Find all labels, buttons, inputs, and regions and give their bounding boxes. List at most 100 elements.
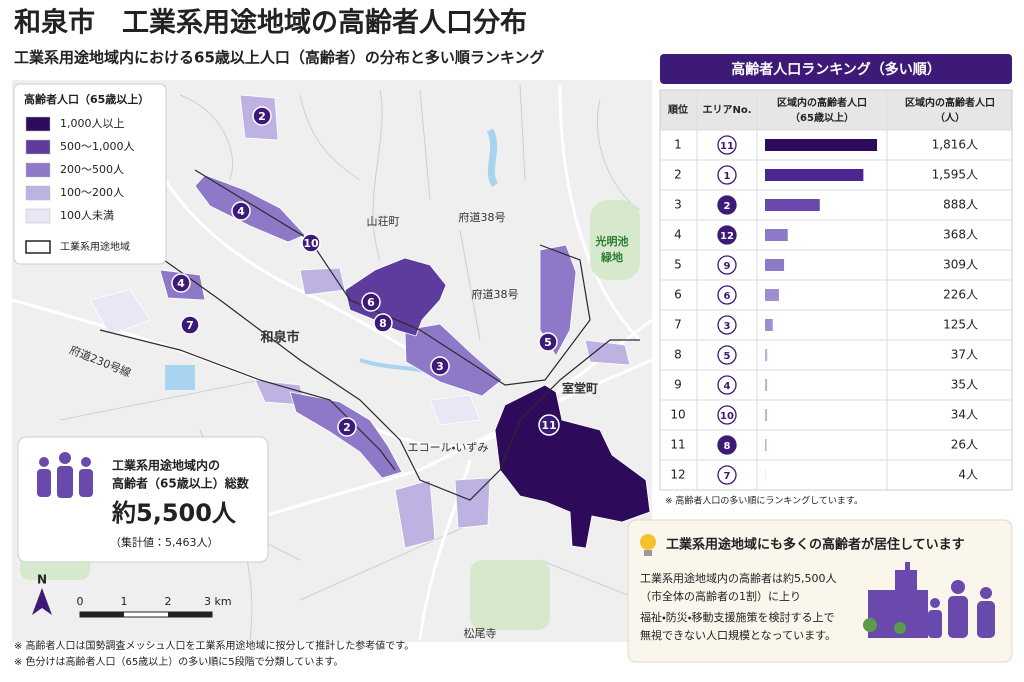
- summary-box: 工業系用途地域内の 高齢者（65歳以上）総数 約5,500人 （集計値：5,46…: [17, 436, 269, 563]
- place-label: 府道38号: [472, 287, 519, 301]
- area-marker: 4: [171, 273, 191, 293]
- ranking-note: ※ 高齢者人口の多い順にランキングしています。: [665, 495, 863, 507]
- area-shape: [494, 384, 651, 549]
- callout-line: 工業系用途地域内の高齢者は約5,500人: [640, 571, 837, 585]
- area-badge: [717, 195, 737, 215]
- area-shape: [89, 289, 151, 336]
- place-label: エコール・いずみ: [408, 441, 489, 454]
- area-badge: [717, 345, 737, 365]
- area-marker: 11: [538, 414, 560, 436]
- column-header: 区域内の高齢者人口: [777, 96, 867, 109]
- legend-label: 100人未満: [60, 209, 114, 222]
- callout-title: 工業系用途地域にも多くの高齢者が居住しています: [666, 537, 965, 553]
- column-header: （65歳以上）: [790, 111, 854, 124]
- area-shape: [584, 339, 631, 366]
- scale-bar: [79, 611, 213, 618]
- value-label: 35人: [951, 378, 978, 392]
- column-header: （人）: [935, 111, 965, 124]
- bar: [765, 349, 768, 361]
- footnote: ※ 高齢者人口は国勢調査メッシュ人口を工業系用途地域に按分して推計した参考値です…: [14, 639, 414, 652]
- marker-label: 2: [258, 110, 266, 123]
- value-label: 4人: [958, 468, 978, 482]
- marker-label: 4: [237, 205, 245, 218]
- legend-swatch: [25, 185, 51, 201]
- bar: [765, 409, 768, 421]
- area-shape: [394, 479, 436, 549]
- area-marker: 2: [337, 417, 357, 437]
- area-shape: [454, 477, 491, 529]
- column-header: 順位: [667, 103, 688, 116]
- bar: [765, 379, 768, 391]
- scale-label: 1: [121, 595, 128, 608]
- legend-label: 500〜1,000人: [60, 140, 135, 153]
- area-number: 2: [724, 201, 731, 212]
- place-label: 緑地: [600, 250, 623, 264]
- summary-line: 高齢者（65歳以上）総数: [112, 476, 250, 491]
- area-number: 10: [720, 411, 734, 422]
- north-arrow: [32, 588, 52, 615]
- value-label: 888人: [943, 198, 978, 212]
- bar: [765, 289, 779, 301]
- place-label: 和泉市: [260, 330, 299, 346]
- legend-swatch: [25, 116, 51, 132]
- place-label: 府道38号: [459, 210, 506, 224]
- scale-label: 0: [77, 595, 84, 608]
- value-label: 1,816人: [932, 138, 978, 152]
- place-label: 室堂町: [562, 381, 598, 396]
- area-marker: 7: [180, 315, 200, 335]
- area-number: 5: [724, 351, 731, 362]
- value-label: 1,595人: [932, 168, 978, 182]
- rank: 7: [674, 318, 682, 332]
- value-label: 368人: [943, 228, 978, 242]
- title: 和泉市 工業系用途地域の高齢者人口分布: [14, 7, 527, 39]
- area-shape: [539, 244, 577, 357]
- legend: 高齢者人口（65歳以上） 工業系用途地域 1,000人以上 500〜1,000人 2…: [13, 83, 167, 265]
- callout-line: 無視できない人口規模となっています。: [640, 628, 836, 642]
- area-number: 3: [724, 321, 731, 332]
- area-number: 8: [724, 441, 731, 452]
- callout-line: （市全体の高齢者の1割）に上り: [640, 589, 801, 603]
- legend-swatch: [25, 208, 51, 224]
- area-marker: 8: [373, 313, 393, 333]
- area-badge: [717, 255, 737, 275]
- legend-label: 200〜500人: [60, 163, 124, 176]
- area-number: 11: [720, 141, 734, 152]
- marker-label: 8: [379, 317, 387, 330]
- value-label: 226人: [943, 288, 978, 302]
- area-badge: [717, 285, 737, 305]
- illustration: [863, 562, 995, 638]
- value-label: 309人: [943, 258, 978, 272]
- marker-label: 11: [541, 419, 556, 432]
- rank: 11: [670, 438, 685, 452]
- callout-line: 福祉・防災・移動支援施策を検討する上で: [640, 610, 834, 624]
- area-marker: 10: [301, 233, 321, 253]
- rank: 10: [670, 408, 685, 422]
- bar: [765, 439, 767, 451]
- bar: [765, 199, 820, 211]
- bar: [765, 319, 773, 331]
- rank: 6: [674, 288, 682, 302]
- area-shape: [429, 394, 481, 426]
- area-marker: 4: [231, 201, 251, 221]
- marker-label: 10: [303, 237, 319, 250]
- rank: 5: [674, 258, 682, 272]
- bar: [765, 259, 785, 271]
- area-number: 6: [724, 291, 731, 302]
- value-label: 37人: [951, 348, 978, 362]
- bar: [765, 139, 877, 151]
- bar: [765, 169, 864, 181]
- place-label: 山荘町: [367, 215, 400, 228]
- summary-line: 工業系用途地域内の: [112, 458, 220, 473]
- legend-title: 高齢者人口（65歳以上）: [24, 92, 149, 106]
- value-label: 125人: [943, 318, 978, 332]
- rank: 12: [670, 468, 685, 482]
- legend-swatch: [25, 139, 51, 155]
- area-badge: [717, 135, 737, 155]
- area-badge: [717, 225, 737, 245]
- area-number: 7: [724, 471, 731, 482]
- marker-label: 6: [367, 296, 375, 309]
- area-badge: [717, 315, 737, 335]
- place-label: 光明池: [595, 234, 629, 248]
- north-label: N: [37, 573, 47, 587]
